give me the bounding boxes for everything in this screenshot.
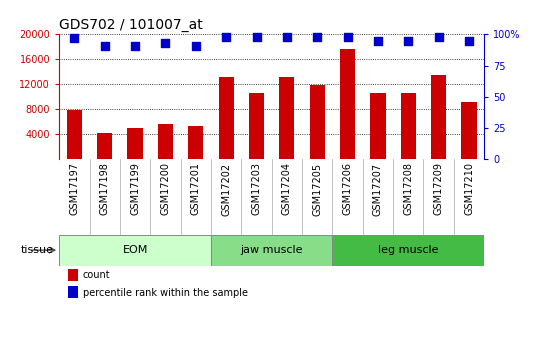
Bar — [310, 86, 325, 159]
Text: GSM17200: GSM17200 — [160, 162, 171, 216]
Point — [404, 38, 413, 43]
Text: EOM: EOM — [122, 245, 148, 255]
Point — [282, 34, 291, 40]
Point — [343, 34, 352, 40]
Point — [161, 40, 169, 46]
Text: GSM17199: GSM17199 — [130, 162, 140, 215]
Text: count: count — [82, 270, 110, 280]
Bar — [218, 77, 233, 159]
Bar — [128, 128, 143, 159]
Text: GSM17208: GSM17208 — [404, 162, 413, 216]
Bar — [67, 110, 82, 159]
Point — [313, 34, 322, 40]
Bar — [188, 126, 203, 159]
Point — [192, 43, 200, 48]
Text: GSM17204: GSM17204 — [282, 162, 292, 216]
Text: GSM17209: GSM17209 — [434, 162, 444, 216]
Text: GSM17197: GSM17197 — [69, 162, 80, 216]
Text: GSM17201: GSM17201 — [191, 162, 201, 216]
Text: GSM17202: GSM17202 — [221, 162, 231, 216]
Bar — [158, 124, 173, 159]
Bar — [279, 77, 294, 159]
Point — [252, 34, 261, 40]
Text: leg muscle: leg muscle — [378, 245, 438, 255]
Point — [222, 34, 230, 40]
Bar — [68, 269, 79, 281]
Bar — [211, 235, 332, 266]
Text: GSM17198: GSM17198 — [100, 162, 110, 215]
Bar — [249, 93, 264, 159]
Bar — [401, 93, 416, 159]
Point — [465, 38, 473, 43]
Point — [101, 43, 109, 48]
Text: jaw muscle: jaw muscle — [240, 245, 303, 255]
Point — [131, 43, 139, 48]
Bar — [370, 93, 386, 159]
Text: tissue: tissue — [21, 245, 54, 255]
Point — [434, 34, 443, 40]
Bar — [332, 235, 484, 266]
Bar — [97, 132, 112, 159]
Text: GSM17207: GSM17207 — [373, 162, 383, 216]
Text: GSM17205: GSM17205 — [312, 162, 322, 216]
Bar — [59, 235, 211, 266]
Text: percentile rank within the sample: percentile rank within the sample — [82, 288, 247, 297]
Point — [373, 38, 382, 43]
Bar — [340, 49, 355, 159]
Text: GSM17210: GSM17210 — [464, 162, 474, 216]
Text: GDS702 / 101007_at: GDS702 / 101007_at — [59, 18, 203, 32]
Text: GSM17206: GSM17206 — [343, 162, 352, 216]
Point — [70, 36, 79, 41]
Bar — [462, 101, 477, 159]
Text: GSM17203: GSM17203 — [251, 162, 261, 216]
Bar — [68, 286, 79, 298]
Bar — [431, 76, 446, 159]
